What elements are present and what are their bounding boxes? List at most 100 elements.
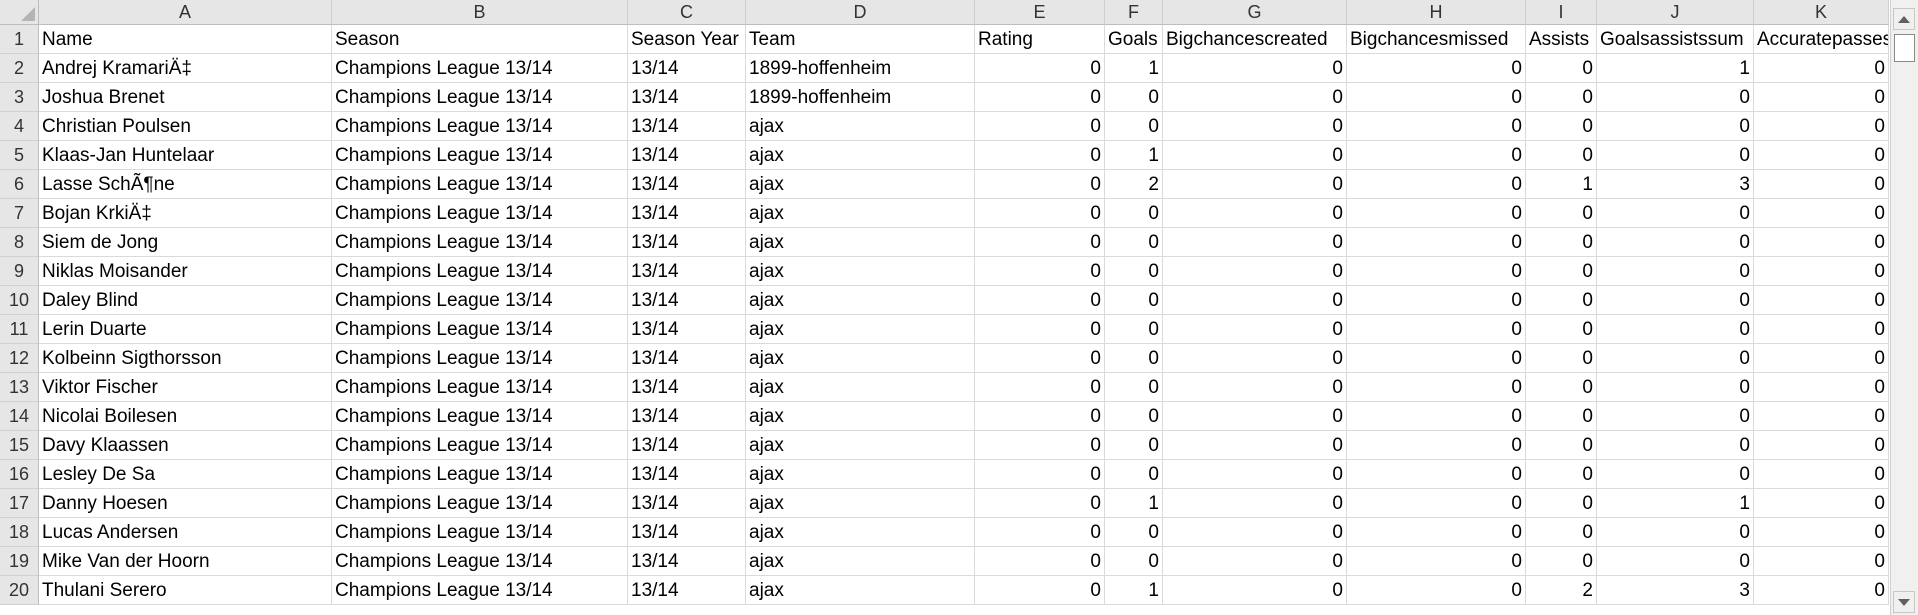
- cell-e5[interactable]: 0: [975, 141, 1105, 170]
- cell-f20[interactable]: 1: [1105, 576, 1163, 605]
- cell-h9[interactable]: 0: [1347, 257, 1526, 286]
- cell-c15[interactable]: 13/14: [628, 431, 746, 460]
- cell-a14[interactable]: Nicolai Boilesen: [39, 402, 332, 431]
- cell-a20[interactable]: Thulani Serero: [39, 576, 332, 605]
- cell-g7[interactable]: 0: [1163, 199, 1347, 228]
- cell-i2[interactable]: 0: [1526, 54, 1597, 83]
- cell-g14[interactable]: 0: [1163, 402, 1347, 431]
- row-header-13[interactable]: 13: [0, 373, 39, 402]
- cell-a10[interactable]: Daley Blind: [39, 286, 332, 315]
- cell-h17[interactable]: 0: [1347, 489, 1526, 518]
- row-header-8[interactable]: 8: [0, 228, 39, 257]
- cell-c18[interactable]: 13/14: [628, 518, 746, 547]
- cell-d6[interactable]: ajax: [746, 170, 975, 199]
- cell-k4[interactable]: 0: [1754, 112, 1889, 141]
- column-header-g[interactable]: G: [1163, 0, 1347, 25]
- cell-a15[interactable]: Davy Klaassen: [39, 431, 332, 460]
- cell-j2[interactable]: 1: [1597, 54, 1754, 83]
- row-header-10[interactable]: 10: [0, 286, 39, 315]
- cell-c16[interactable]: 13/14: [628, 460, 746, 489]
- cell-b6[interactable]: Champions League 13/14: [332, 170, 628, 199]
- cell-d1[interactable]: Team: [746, 25, 975, 54]
- cell-f11[interactable]: 0: [1105, 315, 1163, 344]
- cell-d20[interactable]: ajax: [746, 576, 975, 605]
- cell-c20[interactable]: 13/14: [628, 576, 746, 605]
- cell-b8[interactable]: Champions League 13/14: [332, 228, 628, 257]
- cell-g12[interactable]: 0: [1163, 344, 1347, 373]
- cell-g9[interactable]: 0: [1163, 257, 1347, 286]
- cell-f6[interactable]: 2: [1105, 170, 1163, 199]
- cell-k10[interactable]: 0: [1754, 286, 1889, 315]
- cell-k13[interactable]: 0: [1754, 373, 1889, 402]
- cell-e11[interactable]: 0: [975, 315, 1105, 344]
- cell-e15[interactable]: 0: [975, 431, 1105, 460]
- cell-c7[interactable]: 13/14: [628, 199, 746, 228]
- cell-i14[interactable]: 0: [1526, 402, 1597, 431]
- cell-i4[interactable]: 0: [1526, 112, 1597, 141]
- cell-i18[interactable]: 0: [1526, 518, 1597, 547]
- cell-c6[interactable]: 13/14: [628, 170, 746, 199]
- cell-d7[interactable]: ajax: [746, 199, 975, 228]
- cell-c4[interactable]: 13/14: [628, 112, 746, 141]
- cell-a5[interactable]: Klaas-Jan Huntelaar: [39, 141, 332, 170]
- cell-h19[interactable]: 0: [1347, 547, 1526, 576]
- cell-d12[interactable]: ajax: [746, 344, 975, 373]
- cell-f3[interactable]: 0: [1105, 83, 1163, 112]
- cell-a4[interactable]: Christian Poulsen: [39, 112, 332, 141]
- cell-c11[interactable]: 13/14: [628, 315, 746, 344]
- cell-d11[interactable]: ajax: [746, 315, 975, 344]
- cell-a1[interactable]: Name: [39, 25, 332, 54]
- row-header-4[interactable]: 4: [0, 112, 39, 141]
- cell-a8[interactable]: Siem de Jong: [39, 228, 332, 257]
- cell-g2[interactable]: 0: [1163, 54, 1347, 83]
- cell-e17[interactable]: 0: [975, 489, 1105, 518]
- cell-d9[interactable]: ajax: [746, 257, 975, 286]
- cell-g6[interactable]: 0: [1163, 170, 1347, 199]
- cell-j18[interactable]: 0: [1597, 518, 1754, 547]
- cell-i13[interactable]: 0: [1526, 373, 1597, 402]
- cell-i1[interactable]: Assists: [1526, 25, 1597, 54]
- scroll-thumb[interactable]: [1894, 34, 1915, 62]
- cell-f19[interactable]: 0: [1105, 547, 1163, 576]
- cell-k20[interactable]: 0: [1754, 576, 1889, 605]
- cell-h3[interactable]: 0: [1347, 83, 1526, 112]
- cell-f18[interactable]: 0: [1105, 518, 1163, 547]
- cell-h11[interactable]: 0: [1347, 315, 1526, 344]
- cell-f2[interactable]: 1: [1105, 54, 1163, 83]
- cell-c3[interactable]: 13/14: [628, 83, 746, 112]
- cell-e19[interactable]: 0: [975, 547, 1105, 576]
- cell-i17[interactable]: 0: [1526, 489, 1597, 518]
- cell-k15[interactable]: 0: [1754, 431, 1889, 460]
- cell-k14[interactable]: 0: [1754, 402, 1889, 431]
- cell-k19[interactable]: 0: [1754, 547, 1889, 576]
- cell-a17[interactable]: Danny Hoesen: [39, 489, 332, 518]
- cell-d8[interactable]: ajax: [746, 228, 975, 257]
- cell-c8[interactable]: 13/14: [628, 228, 746, 257]
- cell-h20[interactable]: 0: [1347, 576, 1526, 605]
- cell-j13[interactable]: 0: [1597, 373, 1754, 402]
- cell-c13[interactable]: 13/14: [628, 373, 746, 402]
- cell-d2[interactable]: 1899-hoffenheim: [746, 54, 975, 83]
- cell-k17[interactable]: 0: [1754, 489, 1889, 518]
- cell-c9[interactable]: 13/14: [628, 257, 746, 286]
- cell-k9[interactable]: 0: [1754, 257, 1889, 286]
- cell-g1[interactable]: Bigchancescreated: [1163, 25, 1347, 54]
- cell-b14[interactable]: Champions League 13/14: [332, 402, 628, 431]
- cell-h12[interactable]: 0: [1347, 344, 1526, 373]
- row-header-11[interactable]: 11: [0, 315, 39, 344]
- cell-a18[interactable]: Lucas Andersen: [39, 518, 332, 547]
- cell-g8[interactable]: 0: [1163, 228, 1347, 257]
- row-header-9[interactable]: 9: [0, 257, 39, 286]
- column-header-b[interactable]: B: [332, 0, 628, 25]
- cell-h1[interactable]: Bigchancesmissed: [1347, 25, 1526, 54]
- cell-e3[interactable]: 0: [975, 83, 1105, 112]
- cell-j20[interactable]: 3: [1597, 576, 1754, 605]
- cell-d17[interactable]: ajax: [746, 489, 975, 518]
- cell-a9[interactable]: Niklas Moisander: [39, 257, 332, 286]
- cell-f14[interactable]: 0: [1105, 402, 1163, 431]
- row-header-19[interactable]: 19: [0, 547, 39, 576]
- cell-k1[interactable]: Accuratepasses: [1754, 25, 1889, 54]
- cell-k5[interactable]: 0: [1754, 141, 1889, 170]
- cell-g5[interactable]: 0: [1163, 141, 1347, 170]
